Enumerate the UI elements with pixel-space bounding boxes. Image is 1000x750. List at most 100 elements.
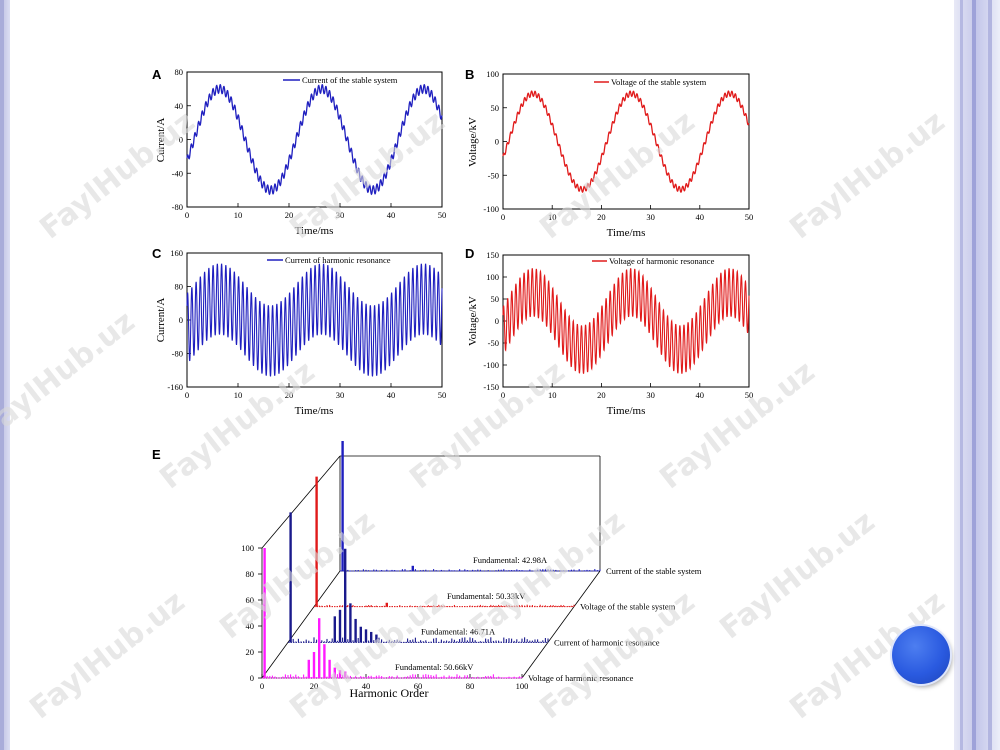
- watermark-text: FaylHub.uz: [0, 304, 142, 446]
- panel-a-ytick-label: 0: [179, 135, 183, 145]
- panel-b-ylabel: Voltage/kV: [467, 117, 479, 167]
- panel-c-xtick-label: 50: [438, 390, 447, 400]
- panel-b-legend: Voltage of the stable system: [611, 77, 707, 87]
- panel-e-ytick-label: 0: [250, 673, 254, 683]
- panel-b-xtick-label: 50: [745, 212, 754, 222]
- panel-d-label: D: [465, 246, 474, 261]
- panel-e-series: [340, 441, 601, 572]
- panel-a-xtick-label: 40: [387, 210, 396, 220]
- panel-e-annotation: Fundamental: 46.71A: [421, 627, 496, 637]
- panel-c-ytick-label: 80: [175, 282, 184, 292]
- panel-d-ytick-label: -150: [483, 382, 499, 392]
- slide-accent-dot: [892, 626, 950, 684]
- panel-e-series-label: Voltage of the stable system: [580, 602, 676, 612]
- watermark-text: FaylHub.uz: [403, 354, 571, 496]
- panel-e-xlabel: Harmonic Order: [350, 686, 429, 700]
- panel-a-ytick-label: -40: [172, 168, 183, 178]
- watermark-text: FaylHub.uz: [23, 584, 191, 726]
- watermarks: FaylHub.uz FaylHub.uz FaylHub.uz FaylHub.uz…: [0, 104, 952, 726]
- watermark-text: FaylHub.uz: [783, 104, 951, 246]
- panel-b-xtick-label: 40: [696, 212, 705, 222]
- panel-b-xtick-label: 0: [501, 212, 505, 222]
- panel-d-xtick-label: 10: [548, 390, 557, 400]
- panel-b-ytick-label: 100: [486, 69, 499, 79]
- panel-e-ytick-label: 80: [246, 569, 255, 579]
- panel-e-series-label: Current of harmonic resonance: [554, 637, 660, 647]
- panel-d-legend: Voltage of harmonic resonance: [609, 256, 715, 266]
- slide-left-border: [0, 0, 10, 750]
- panel-c-ylabel: Current/A: [155, 298, 167, 343]
- panel-a-xtick-label: 0: [185, 210, 189, 220]
- panel-c-ytick-label: 0: [179, 315, 183, 325]
- slide-right-border: [954, 0, 1000, 750]
- watermark-text: FaylHub.uz: [713, 504, 881, 646]
- panel-d-xtick-label: 0: [501, 390, 505, 400]
- panel-b-xtick-label: 20: [597, 212, 606, 222]
- panel-a-xtick-label: 50: [438, 210, 447, 220]
- panel-c-ytick-label: -160: [167, 382, 183, 392]
- panel-e-xtick-label: 0: [260, 681, 264, 691]
- panel-a: A 0 10 20 30 40 50 80 40 0 -40 -80 Current of the …: [152, 67, 446, 237]
- panel-d-xtick-label: 40: [696, 390, 705, 400]
- panel-c-series-line: [186, 263, 443, 377]
- panel-c-xtick-label: 40: [387, 390, 396, 400]
- panel-e-series: [314, 476, 575, 608]
- panel-d-xtick-label: 30: [646, 390, 655, 400]
- panel-c-legend: Current of harmonic resonance: [285, 255, 391, 265]
- panel-b-ytick-label: -50: [488, 170, 499, 180]
- watermark-text: FaylHub.uz: [283, 104, 451, 246]
- panel-e-ytick-label: 100: [241, 543, 254, 553]
- watermark-text: FaylHub.uz: [283, 584, 451, 726]
- panel-d-xtick-label: 20: [597, 390, 606, 400]
- panel-d-ytick-label: 0: [495, 316, 499, 326]
- panel-a-ytick-label: 80: [175, 67, 184, 77]
- panel-a-xtick-label: 30: [336, 210, 345, 220]
- panel-e-xtick-label: 80: [466, 681, 475, 691]
- watermark-text: FaylHub.uz: [533, 104, 701, 246]
- panel-b: B 0 10 20 30 40 50 100 50 0 -50 -100 Voltage of th…: [465, 67, 753, 239]
- panel-a-ytick-label: 40: [175, 101, 184, 111]
- panel-a-ylabel: Current/A: [155, 118, 167, 163]
- panel-a-xtick-label: 20: [285, 210, 294, 220]
- panel-c-xtick-label: 0: [185, 390, 189, 400]
- panel-e-xtick-label: 20: [310, 681, 319, 691]
- panel-e: E 0 20 40 60 80 100 0 20 40 60 80 100 Fundamental: …: [152, 441, 702, 700]
- panel-c-ytick-label: -80: [172, 349, 183, 359]
- panel-b-ytick-label: -100: [483, 204, 499, 214]
- panel-a-xtick-label: 10: [234, 210, 243, 220]
- panel-b-xtick-label: 10: [548, 212, 557, 222]
- panel-c-xtick-label: 20: [285, 390, 294, 400]
- panel-d-ytick-label: 100: [486, 272, 499, 282]
- panel-c: C 0 10 20 30 40 50 160 80 0 -80 -160 Current of ha…: [152, 246, 446, 417]
- panel-e-xtick-label: 100: [516, 681, 529, 691]
- panel-d-ytick-label: -100: [483, 360, 499, 370]
- panel-e-annotation: Fundamental: 50.66kV: [395, 662, 474, 672]
- panel-b-series-line: [502, 90, 750, 194]
- panel-e-series: [262, 548, 523, 679]
- panel-c-xtick-label: 10: [234, 390, 243, 400]
- panel-c-label: C: [152, 246, 162, 261]
- panel-e-ytick-label: 20: [246, 647, 255, 657]
- panel-e-xtick-label: 60: [414, 681, 423, 691]
- panel-e-ytick-label: 60: [246, 595, 255, 605]
- panel-e-ytick-label: 40: [246, 621, 255, 631]
- panel-c-xtick-label: 30: [336, 390, 345, 400]
- panel-a-label: A: [152, 67, 162, 82]
- panel-a-xlabel: Time/ms: [295, 225, 334, 237]
- watermark-text: FaylHub.uz: [153, 354, 321, 496]
- panel-d-xtick-label: 50: [745, 390, 754, 400]
- panel-d-ytick-label: -50: [488, 338, 499, 348]
- panel-e-annotation: Fundamental: 42.98A: [473, 555, 548, 565]
- panel-e-series-label: Voltage of harmonic resonance: [528, 673, 634, 683]
- panel-a-legend: Current of the stable system: [302, 75, 398, 85]
- panel-c-ytick-label: 160: [170, 248, 183, 258]
- panel-d-xlabel: Time/ms: [607, 405, 646, 417]
- panel-b-ytick-label: 0: [495, 137, 499, 147]
- panel-a-ytick-label: -80: [172, 202, 183, 212]
- panel-e-series: [288, 512, 549, 643]
- panel-d-ytick-label: 150: [486, 250, 499, 260]
- watermark-text: FaylHub.uz: [653, 354, 821, 496]
- panel-e-label: E: [152, 447, 161, 462]
- panel-d-series-line: [502, 268, 750, 374]
- panel-c-xlabel: Time/ms: [295, 405, 334, 417]
